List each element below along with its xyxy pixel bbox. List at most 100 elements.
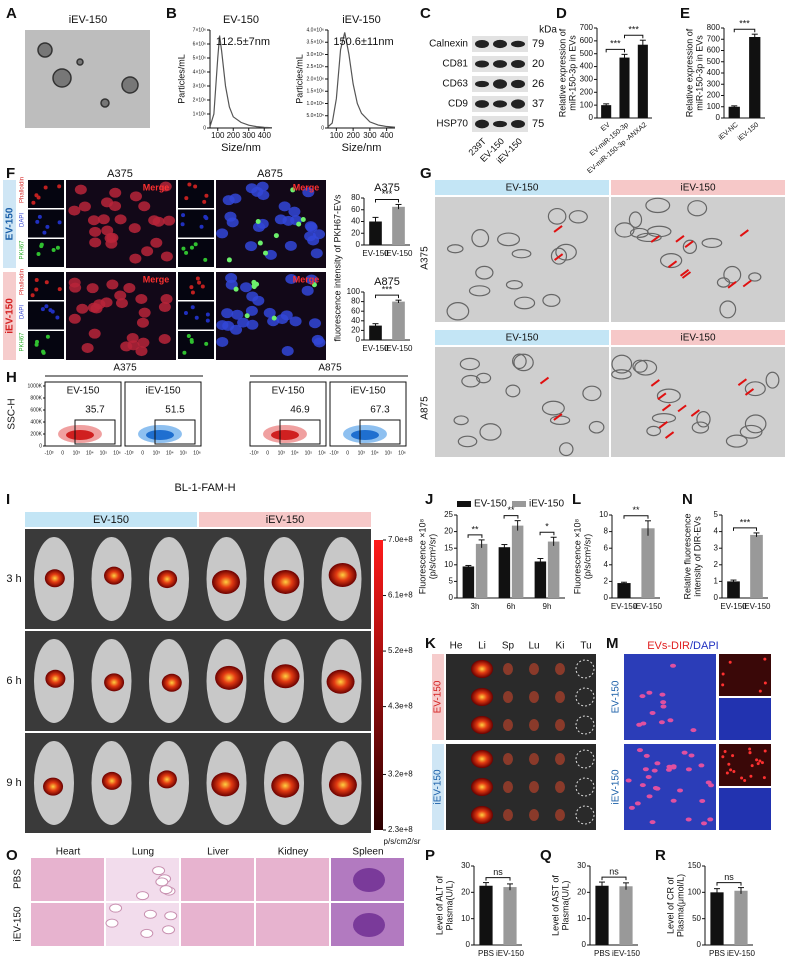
organ [529,663,539,675]
vesicle [52,68,72,88]
y-tick-label: 1 [714,577,719,586]
x-tick-label: iEV-150 [384,249,413,258]
band-name: CD81 [442,59,468,70]
organelle [701,237,723,249]
x-tick-label: -10³ [125,450,134,456]
band [475,80,489,88]
organelle [659,253,683,269]
cell [190,290,195,295]
x-tick-label: 10⁶ [318,450,326,456]
band [511,120,525,128]
significance-label: * [545,522,549,532]
micrograph [624,654,716,740]
bar [595,885,609,945]
signal [667,718,674,723]
y-tick-label: 20 [444,527,453,536]
cell [240,282,253,293]
signal [161,673,182,692]
organelle [457,435,478,448]
signal [211,570,240,595]
row-label: 9 h [6,777,21,789]
histology [31,903,104,946]
micrograph [435,197,609,322]
bar [475,543,488,598]
cell [127,340,140,351]
gate [359,419,401,445]
alveolus [136,891,150,901]
panel-letter: K [425,635,436,652]
cell [104,233,117,244]
y-tick-label: 1.0×10⁶ [307,101,325,107]
x-tick-label: 10⁶ [193,450,201,456]
panel-letter: R [655,847,666,864]
cell [41,350,46,355]
column-header [435,330,609,345]
population [66,430,94,440]
organelle [719,300,737,319]
x-tick-label: 10⁴ [166,450,174,456]
merge-label: Merge [143,182,170,192]
micrograph [28,331,64,359]
stain-label: Phalloidin [20,269,26,295]
stain-label: PKH67 [20,332,26,352]
cell [181,246,186,251]
imaging [25,733,371,833]
organelle [550,247,568,265]
alveolus [159,885,173,895]
signal [43,777,64,796]
vesicle [273,233,279,239]
row-header [3,180,16,268]
significance-label: *** [739,19,750,29]
row-label: EV-150 [611,680,622,713]
signal [731,754,735,758]
significance-bracket [716,882,742,886]
y-axis-label: SSC-H [7,398,18,429]
alveolus [105,918,119,928]
signal [685,817,692,822]
alveolus [140,928,154,938]
signal [748,751,752,755]
organelle [547,207,567,225]
x-tick-label: iEV-NC [718,122,740,142]
y-tick-label: 100 [707,102,721,111]
y-tick-label: 7×10⁶ [193,27,206,33]
cell [40,307,45,312]
organelle [611,369,632,380]
organelle [468,285,491,297]
bar [750,534,763,598]
tumor-outline [575,687,595,707]
row-label: iEV-150 [611,769,622,804]
y-tick-label: 400 [580,62,594,71]
column-label: Kidney [278,847,309,858]
x-tick-label: 9h [543,602,552,611]
arrow [744,388,755,396]
cell [163,215,176,226]
cell [216,228,229,239]
y-tick-label: 60 [351,205,360,214]
y-tick-label: 200K [30,431,42,437]
organelle [505,279,523,290]
x-tick-label: 10⁴ [86,450,94,456]
signal [701,821,708,826]
cell [106,279,119,290]
organ [471,688,493,706]
signal [642,767,649,772]
row-label: iEV-150 [433,769,444,804]
cell [203,257,208,262]
x-tick-label: 0 [141,450,144,456]
organ [529,809,539,821]
alveolus [164,911,178,921]
cell [44,304,49,309]
y-tick-label: 0 [203,125,206,131]
organelle [512,353,527,370]
x-tick-label: EV-150 [611,602,638,611]
y-tick-label: 300 [707,79,721,88]
organelle [656,388,681,404]
gate-percent: 46.9 [290,405,310,416]
cell [193,242,198,247]
bar [369,325,382,340]
arrow [658,421,668,429]
panel-letter: L [572,491,581,508]
row-label: A375 [420,246,431,270]
organelle [558,442,574,457]
